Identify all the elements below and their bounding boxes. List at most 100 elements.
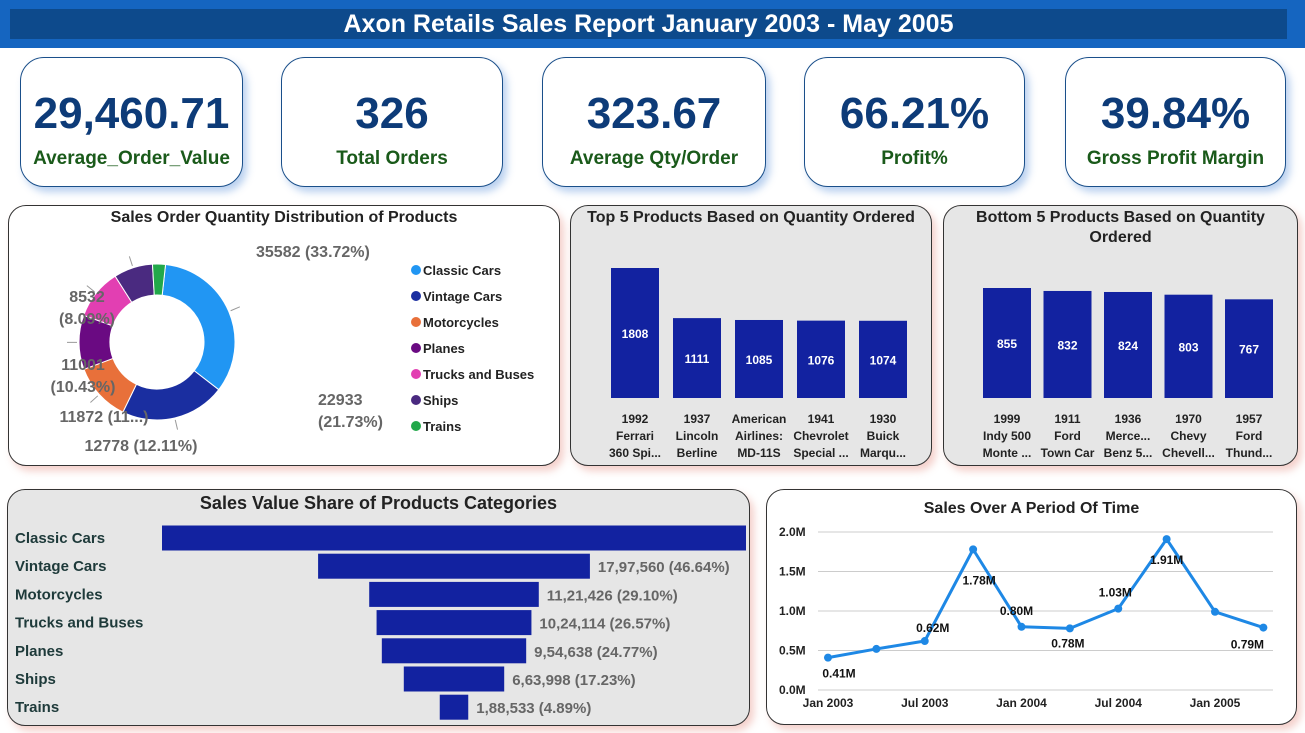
kpi-value: 29,460.71 (33, 89, 230, 138)
x-tick-label: MD-11S (737, 446, 780, 460)
x-tick-label: Airlines: (735, 429, 783, 443)
legend-marker (411, 343, 421, 353)
x-tick-label: Thund... (1226, 446, 1273, 460)
sales-line (827, 537, 1264, 660)
data-point (1114, 604, 1123, 613)
donut-data-label-line: (10.43%) (51, 379, 116, 396)
x-tick-label: Buick (867, 429, 900, 443)
point-data-label: 0.62M (916, 621, 949, 635)
kpi-card-total-orders: 326 Total Orders (281, 57, 503, 187)
category-label: Planes (15, 643, 63, 660)
category-label: Classic Cars (15, 530, 105, 547)
data-point (1259, 623, 1268, 632)
funnel-data-label: 17,97,560 (46.64%) (598, 559, 730, 576)
kpi-value: 323.67 (586, 89, 722, 138)
funnel-bar (376, 610, 532, 636)
x-tick-label: 1970 (1175, 412, 1202, 426)
x-tick-label: Lincoln (676, 429, 719, 443)
legend-marker (411, 421, 421, 431)
kpi-value: 66.21% (839, 89, 990, 138)
report-title: Axon Retails Sales Report January 2003 -… (10, 9, 1287, 39)
x-tick-label: Jul 2003 (901, 696, 949, 710)
data-point (1065, 624, 1074, 633)
chart-title: Sales Order Quantity Distribution of Pro… (110, 209, 458, 226)
x-tick-label: 1999 (994, 412, 1021, 426)
x-tick-label: 1957 (1236, 412, 1263, 426)
chart-title: Sales Over A Period Of Time (923, 500, 1140, 517)
bar (1225, 299, 1273, 398)
legend-marker (411, 291, 421, 301)
x-tick-label: Chevell... (1162, 446, 1215, 460)
donut-slice (151, 263, 167, 296)
x-tick-label: 360 Spi... (609, 446, 661, 460)
x-tick-label: Indy 500 (983, 429, 1031, 443)
x-tick-label: Jan 2004 (996, 696, 1047, 710)
data-point (1017, 622, 1026, 631)
donut-leader-line (174, 419, 179, 430)
kpi-label: Average Qty/Order (569, 148, 739, 169)
bar (735, 319, 783, 398)
header-banner: Axon Retails Sales Report January 2003 -… (0, 0, 1305, 48)
donut-chart-panel: Sales Order Quantity Distribution of Pro… (8, 205, 560, 466)
donut-data-label: 35582 (33.72%) (256, 244, 370, 261)
bar-data-label: 767 (1239, 343, 1259, 357)
x-tick-label: Benz 5... (1104, 446, 1153, 460)
point-data-label: 1.03M (1099, 586, 1132, 600)
x-tick-label: Jan 2005 (1190, 696, 1241, 710)
data-point (1162, 535, 1171, 544)
funnel-data-label: 10,24,114 (26.57%) (539, 616, 670, 633)
x-tick-label: 1911 (1054, 412, 1080, 426)
point-data-label: 0.78M (1051, 636, 1084, 650)
x-tick-label: Berline (677, 446, 718, 460)
donut-data-label-line: 11001 (61, 357, 105, 374)
bar (673, 318, 721, 398)
data-point (969, 545, 978, 554)
donut-chart: 35582 (33.72%) 22933 (21.73%) 12778 (12.11%… (51, 244, 535, 455)
kpi-card-average-qty: 323.67 Average Qty/Order (542, 57, 766, 187)
funnel-data-label: 1,88,533 (4.89%) (476, 700, 591, 717)
x-tick-label: Chevy (1170, 429, 1206, 443)
kpi-card-profit-percent: 66.21% Profit% (804, 57, 1025, 187)
category-label: Motorcycles (15, 586, 103, 603)
legend-label: Motorcycles (423, 315, 499, 330)
bar (611, 268, 659, 398)
kpi-value: 39.84% (1100, 89, 1251, 138)
funnel-bar (369, 581, 539, 607)
top5-bar-chart: 1808 1992 Ferrari 360 Spi... 1111 1937 Lincoln… (609, 268, 907, 460)
funnel-data-label: 6,63,998 (17.23%) (512, 672, 635, 689)
bar (983, 288, 1031, 398)
funnel-bar (403, 666, 505, 692)
legend-marker (411, 369, 421, 379)
bar (859, 320, 907, 398)
legend-label: Trains (423, 419, 461, 434)
kpi-value: 326 (355, 89, 429, 138)
donut-data-label-line: (21.73%) (318, 414, 383, 431)
x-tick-label: Town Car (1041, 446, 1095, 460)
x-tick-label: 1936 (1115, 412, 1142, 426)
bottom5-bar-chart: 855 1999 Indy 500 Monte ... 832 1911 Ford Town … (983, 288, 1273, 460)
donut-data-label: 11001 (10.43%) (51, 357, 116, 396)
x-tick-label: Special ... (793, 446, 848, 460)
kpi-label: Gross Profit Margin (1086, 148, 1265, 169)
x-tick-label: Chevrolet (793, 429, 848, 443)
category-label: Trucks and Buses (15, 615, 143, 632)
donut-data-label-line: 8532 (69, 289, 105, 306)
y-tick-label: 1.0M (779, 604, 806, 618)
top5-chart-panel: Top 5 Products Based on Quantity Ordered… (570, 205, 932, 466)
point-data-label: 0.41M (822, 667, 855, 681)
data-point (872, 644, 881, 653)
bar-data-label: 832 (1057, 338, 1077, 352)
bar-data-label: 1074 (870, 353, 897, 367)
donut-slice (161, 263, 236, 391)
chart-title: Top 5 Products Based on Quantity Ordered (587, 209, 915, 226)
data-point (920, 637, 929, 646)
bar-data-label: 1076 (808, 353, 835, 367)
funnel-chart-panel: Sales Value Share of Products Categories… (7, 489, 750, 726)
x-tick-label: Marqu... (860, 446, 906, 460)
legend-label: Vintage Cars (423, 289, 502, 304)
x-tick-label: Monte ... (983, 446, 1032, 460)
kpi-label: Average_Order_Value (33, 148, 230, 169)
bar-data-label: 824 (1118, 339, 1138, 353)
point-data-label: 0.80M (1000, 604, 1033, 618)
